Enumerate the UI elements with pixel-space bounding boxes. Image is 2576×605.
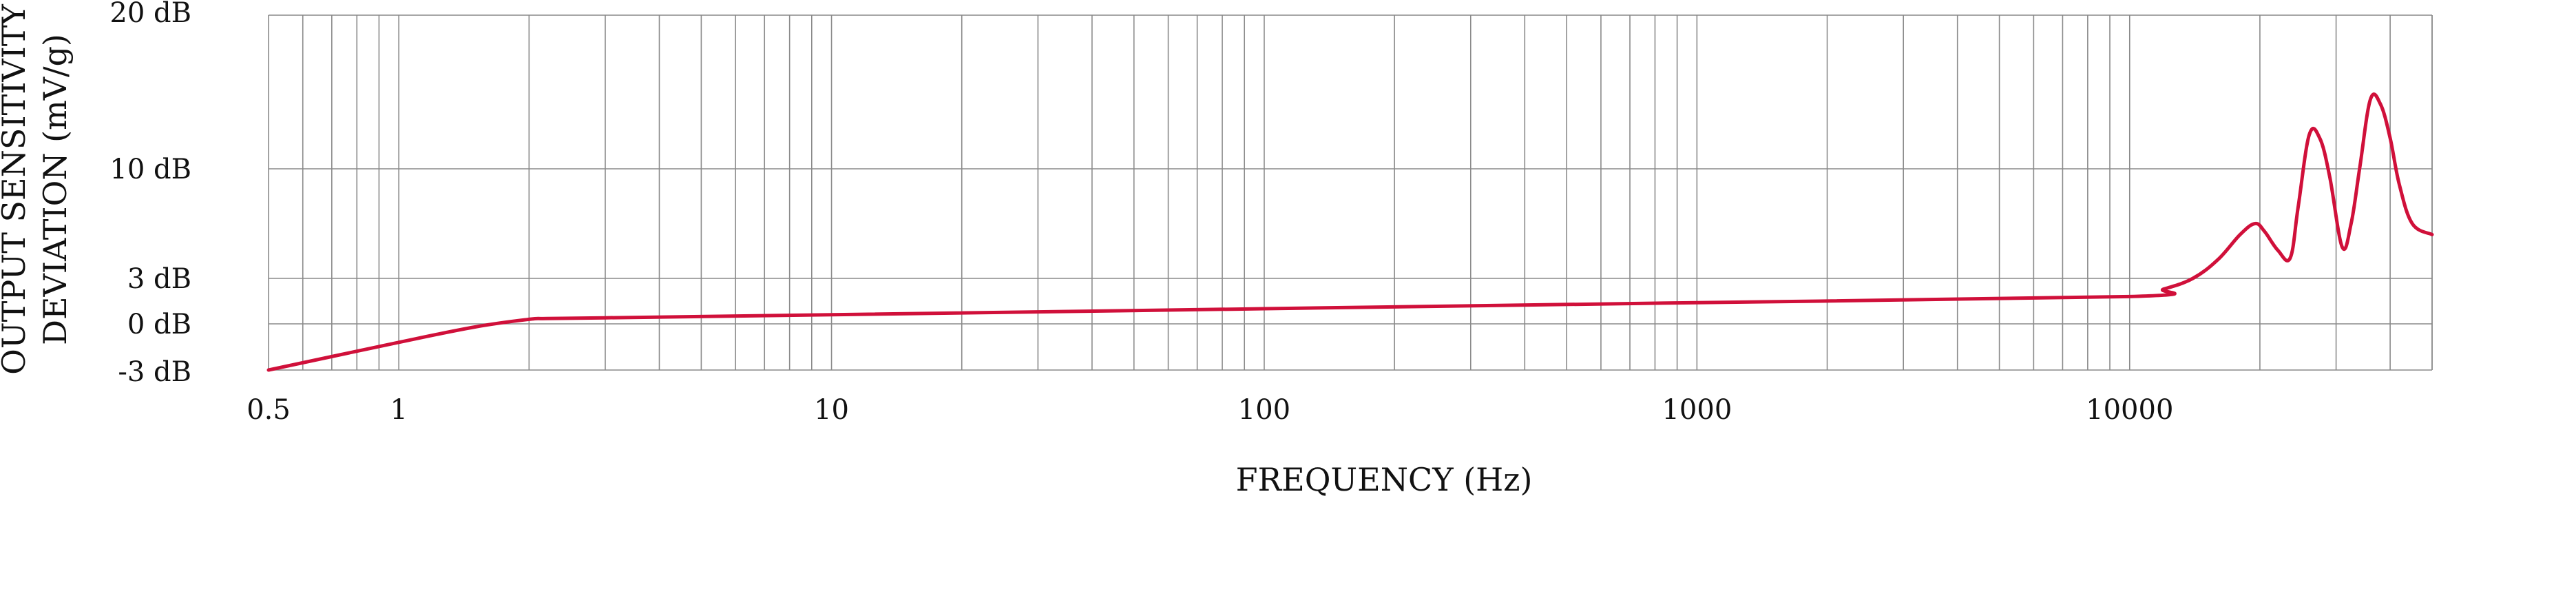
series-layer — [266, 92, 2434, 372]
x-tick-label: 10 — [814, 394, 849, 426]
x-tick-label: 1 — [390, 394, 407, 426]
x-tick-label: 1000 — [1662, 394, 1732, 426]
y-tick-label: 3 dB — [127, 263, 191, 295]
x-axis-title: FREQUENCY (Hz) — [1236, 461, 1533, 498]
x-tick-label: 100 — [1238, 394, 1290, 426]
y-axis-title-line-1: OUTPUT SENSITIVITY — [0, 4, 32, 375]
y-axis-title-line-2: DEVIATION (mV/g) — [36, 34, 74, 345]
tick-labels: 20 dB 10 dB 3 dB 0 dB -3 dB 0.5 1 10 100 1000 1000… — [109, 0, 2173, 426]
x-tick-label: 10000 — [2086, 394, 2173, 426]
grid — [268, 14, 2433, 371]
y-tick-label: 20 dB — [109, 0, 191, 29]
y-tick-label: 0 dB — [127, 309, 191, 340]
response-curve — [266, 92, 2434, 372]
x-tick-label: 0.5 — [247, 394, 291, 426]
y-tick-label: -3 dB — [118, 356, 191, 388]
y-tick-label: 10 dB — [109, 154, 191, 185]
